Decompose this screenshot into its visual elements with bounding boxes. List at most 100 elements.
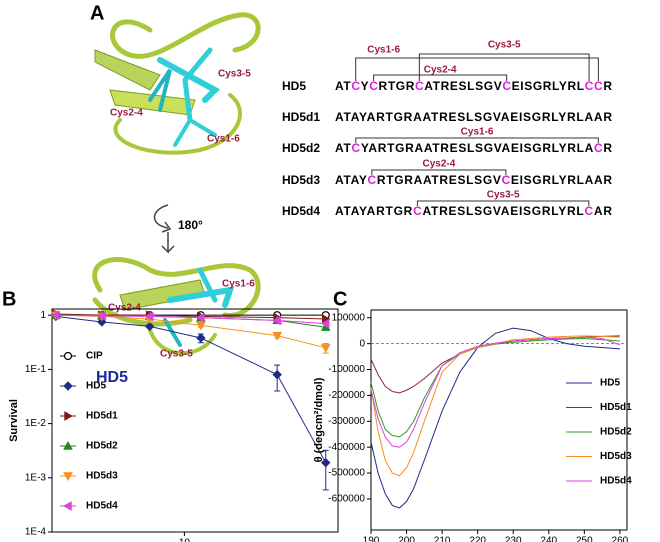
legend-marker — [62, 501, 72, 511]
cysteine: C — [413, 204, 422, 218]
sequence-name: HD5d1 — [282, 110, 320, 124]
cysteine: C — [585, 204, 594, 218]
y-tick-label: 1E-2 — [25, 418, 47, 429]
bond-label: Cys2-4 — [108, 303, 141, 314]
x-tick-label: 10 — [179, 538, 191, 542]
y-tick-label: 0 — [359, 338, 365, 349]
sequence-name: HD5 — [282, 79, 306, 93]
rotation-arrow — [153, 204, 175, 254]
legend-marker — [63, 472, 73, 482]
legend-label: HD5d3 — [86, 471, 118, 482]
y-tick-label: 1E-1 — [25, 364, 47, 375]
y-tick-label: -500000 — [328, 468, 365, 479]
series-line — [370, 337, 620, 438]
series-line — [55, 315, 327, 463]
marker — [144, 311, 154, 322]
sequence: ATCYARTGRAATRESLSGVAEISGRLYRLACR — [335, 141, 612, 155]
sequence: ATCYCRTGRCATRESLSGVCEISGRLYRLCCR — [335, 79, 612, 93]
bond-label: Cys2-4 — [110, 108, 143, 119]
bond-bracket — [416, 200, 590, 206]
residues: ATRESLSGVAEISGRLYRL — [422, 204, 583, 218]
bond-label: Cys3-5 — [160, 349, 193, 360]
y-tick-label: 1 — [40, 310, 46, 321]
y-tick-label: -600000 — [328, 494, 365, 505]
legend-label: HD5d4 — [86, 501, 118, 512]
structure-bottom — [92, 257, 261, 356]
marker — [195, 321, 206, 331]
cysteine: C — [368, 173, 377, 187]
legend-marker — [63, 440, 73, 450]
residues: AT — [335, 141, 351, 155]
x-tick-label: 200 — [398, 536, 415, 542]
panel-label: B — [2, 288, 16, 310]
y-tick-label: 1E-3 — [25, 472, 47, 483]
residues: YARTGRAATRESLSGVAEISGRLYRLA — [361, 141, 594, 155]
error-bar — [322, 449, 329, 491]
legend-label: HD5d2 — [600, 427, 632, 438]
bond-bracket — [418, 53, 590, 81]
x-tick-label: 210 — [434, 536, 451, 542]
legend-label: HD5d3 — [600, 451, 632, 462]
marker — [196, 333, 206, 343]
cysteine: C — [502, 173, 511, 187]
legend-label: HD5 — [600, 378, 620, 389]
x-tick-label: 260 — [612, 536, 629, 542]
marker — [195, 312, 205, 323]
x-tick-label: 230 — [505, 536, 522, 542]
bond-label: Cys2-4 — [422, 159, 455, 170]
sequence: ATAYARTGRAATRESLSGVAEISGRLYRLAAR — [335, 110, 612, 124]
y-tick-label: -400000 — [328, 442, 365, 453]
marker — [272, 331, 283, 341]
y-tick-label: -100000 — [328, 364, 365, 375]
plot-frame — [370, 309, 628, 531]
residues: Y — [361, 79, 369, 93]
bond-label: Cys1-6 — [461, 127, 494, 138]
residues: AT — [335, 79, 351, 93]
sequence-name: HD5d4 — [282, 204, 320, 218]
bond-label: Cys3-5 — [218, 69, 251, 80]
residues: EISGRLYRL — [512, 79, 585, 93]
x-tick-label: 190 — [363, 536, 380, 542]
cysteine: C — [415, 79, 424, 93]
cysteine: CC — [585, 79, 603, 93]
residues: R — [603, 79, 612, 93]
residues: R — [603, 141, 612, 155]
bond-bracket — [371, 169, 507, 175]
y-tick-label: -200000 — [328, 390, 365, 401]
residues: RTGR — [379, 79, 415, 93]
marker — [96, 311, 106, 321]
plot-frame — [51, 308, 339, 533]
series-line — [55, 314, 326, 325]
series-line — [370, 327, 620, 509]
series-line — [370, 335, 620, 477]
residues: EISGRLYRLAAR — [511, 173, 612, 187]
cysteine: C — [351, 141, 360, 155]
rotation-label: 180° — [178, 218, 203, 232]
legend-label: HD5 — [86, 381, 106, 392]
marker — [272, 369, 282, 380]
residues: AR — [594, 204, 612, 218]
legend-marker — [63, 381, 73, 391]
marker — [97, 317, 107, 327]
bond-label: Cys1-6 — [207, 134, 240, 145]
bond-label: Cys3-5 — [487, 190, 520, 201]
residues: ATAY — [335, 173, 367, 187]
legend-label: HD5d1 — [600, 402, 632, 413]
panel-label: A — [90, 2, 104, 24]
y-tick-label: -300000 — [328, 416, 365, 427]
cysteine: C — [351, 79, 360, 93]
sequence: ATAYARTGRCATRESLSGVAEISGRLYRLCAR — [335, 204, 612, 218]
residues: ATRESLSGV — [424, 79, 501, 93]
legend-label: HD5d2 — [86, 441, 118, 452]
series-line — [370, 336, 621, 448]
legend-marker — [64, 411, 74, 421]
structure-name: HD5 — [96, 369, 128, 386]
cysteine: C — [502, 79, 511, 93]
legend-label: HD5d1 — [86, 411, 118, 422]
marker — [272, 315, 281, 326]
bond-bracket — [373, 74, 508, 81]
bond-label: Cys1-6 — [367, 45, 400, 56]
bond-label: Cys2-4 — [424, 65, 457, 76]
